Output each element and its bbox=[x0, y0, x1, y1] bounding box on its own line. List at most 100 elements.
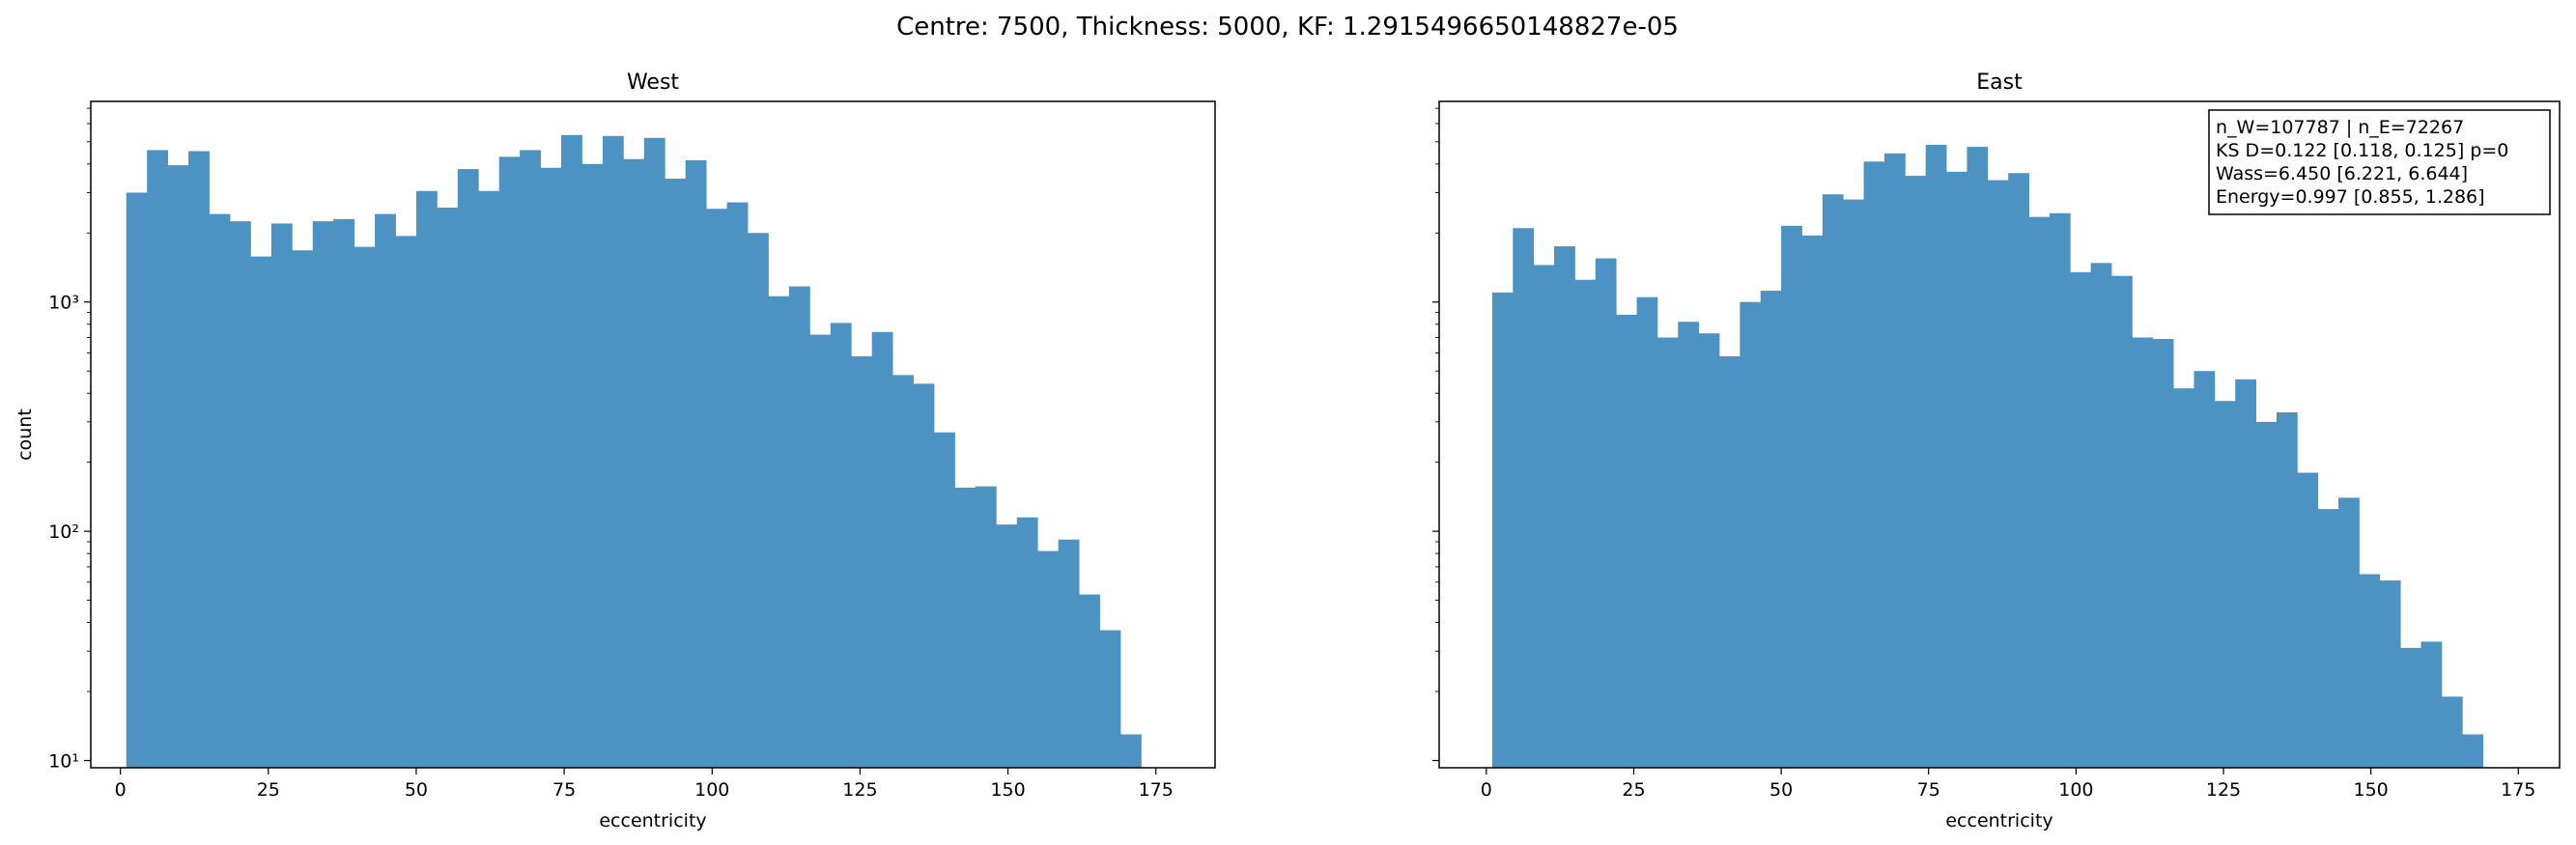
west-bar bbox=[830, 323, 852, 768]
east-bar bbox=[1574, 279, 1597, 768]
east-bar bbox=[1595, 258, 1617, 768]
figure-suptitle: Centre: 7500, Thickness: 5000, KF: 1.291… bbox=[896, 13, 1679, 42]
east-bar bbox=[1925, 144, 1947, 768]
east-bar bbox=[1801, 235, 1824, 768]
west-bar bbox=[871, 331, 893, 768]
east-bar bbox=[2214, 401, 2236, 768]
west-bar bbox=[395, 236, 417, 768]
east-x-tick-label: 25 bbox=[1622, 779, 1645, 801]
west-bar bbox=[913, 383, 935, 768]
west-bar bbox=[312, 221, 334, 768]
east-bars bbox=[1491, 144, 2484, 769]
west-y-tick-label: 10³ bbox=[48, 293, 79, 314]
east-x-tick-label: 125 bbox=[2206, 779, 2241, 801]
east-bar bbox=[1513, 228, 1535, 769]
west-bar bbox=[602, 135, 624, 769]
east-bar bbox=[2338, 497, 2360, 768]
west-bar bbox=[270, 223, 293, 768]
west-bar bbox=[540, 167, 562, 768]
west-bar bbox=[147, 150, 169, 768]
east-bar bbox=[2049, 212, 2071, 768]
east-bar bbox=[2420, 641, 2443, 768]
east-x-tick-label: 175 bbox=[2501, 779, 2535, 801]
west-bars bbox=[126, 134, 1142, 769]
west-xlabel: eccentricity bbox=[599, 810, 706, 831]
east-bar bbox=[2235, 379, 2256, 768]
east-bar bbox=[1843, 199, 1864, 768]
stats-line-energy: Energy=0.997 [0.855, 1.286] bbox=[2216, 186, 2485, 208]
stats-annotation-box: n_W=107787 | n_E=72267 KS D=0.122 [0.118… bbox=[2208, 109, 2551, 215]
west-bar bbox=[809, 334, 832, 768]
east-bar bbox=[2297, 472, 2319, 768]
west-y-axis: 10¹ 10² 10³ bbox=[48, 107, 91, 773]
east-bar bbox=[2462, 734, 2484, 768]
west-x-tick-label: 25 bbox=[257, 779, 280, 801]
east-x-tick-label: 50 bbox=[1769, 779, 1793, 801]
west-bar bbox=[478, 190, 500, 768]
west-bar bbox=[437, 208, 459, 768]
east-bar bbox=[2090, 263, 2112, 768]
east-x-tick-label: 100 bbox=[2058, 779, 2093, 801]
west-x-tick-label: 0 bbox=[115, 779, 127, 801]
west-x-tick-label: 50 bbox=[405, 779, 428, 801]
west-bar bbox=[498, 156, 521, 769]
east-xlabel: eccentricity bbox=[1945, 810, 2052, 831]
west-bar bbox=[333, 218, 355, 769]
west-bar bbox=[1058, 539, 1080, 768]
east-bar bbox=[2152, 338, 2174, 768]
east-bar bbox=[2028, 216, 2051, 768]
west-bar bbox=[354, 246, 376, 768]
east-bar bbox=[1822, 194, 1844, 768]
east-bar bbox=[1719, 355, 1741, 768]
west-x-tick-label: 150 bbox=[990, 779, 1025, 801]
east-bar bbox=[1491, 292, 1514, 768]
west-bar bbox=[706, 209, 727, 769]
west-bar bbox=[748, 233, 769, 768]
east-x-tick-label: 75 bbox=[1917, 779, 1940, 801]
west-ylabel: count bbox=[14, 408, 36, 461]
east-bar bbox=[1740, 301, 1762, 768]
east-bar bbox=[2400, 647, 2421, 768]
west-bar bbox=[209, 213, 231, 768]
east-bar bbox=[2008, 173, 2029, 768]
east-bar bbox=[2173, 388, 2194, 768]
east-bar bbox=[1636, 296, 1658, 768]
west-bar bbox=[954, 487, 977, 768]
stats-line-ks: KS D=0.122 [0.118, 0.125] p=0 bbox=[2216, 140, 2508, 161]
west-bar bbox=[167, 165, 189, 769]
east-bar bbox=[2441, 696, 2463, 768]
west-bar bbox=[561, 134, 582, 768]
west-x-tick-label: 75 bbox=[552, 779, 576, 801]
east-y-axis bbox=[1432, 107, 1439, 762]
east-bar bbox=[1533, 265, 1555, 768]
east-bar bbox=[1781, 225, 1802, 768]
east-bar bbox=[2194, 371, 2216, 768]
east-bar bbox=[2111, 275, 2133, 768]
east-bar bbox=[2359, 574, 2381, 768]
west-panel: West 0 25 50 75 100 125 150 175 10¹ 10² 10³ eccen… bbox=[14, 70, 1216, 831]
west-bar bbox=[581, 163, 604, 768]
east-bar bbox=[1656, 337, 1679, 768]
east-bar bbox=[1760, 291, 1782, 768]
west-x-tick-label: 125 bbox=[842, 779, 877, 801]
west-bar bbox=[934, 432, 955, 768]
stats-annotation-frame bbox=[2208, 109, 2551, 215]
east-bar bbox=[1905, 176, 1927, 769]
west-x-tick-label: 100 bbox=[694, 779, 729, 801]
west-bar bbox=[665, 179, 687, 768]
east-bar bbox=[1883, 153, 1906, 768]
west-y-tick-label: 10² bbox=[48, 521, 79, 543]
west-bar bbox=[250, 256, 272, 768]
west-bar bbox=[1016, 517, 1038, 768]
west-plot-frame bbox=[90, 100, 1216, 769]
west-bar bbox=[685, 160, 707, 768]
east-bar bbox=[2276, 412, 2298, 768]
west-bar bbox=[126, 192, 148, 769]
east-bar bbox=[1863, 161, 1885, 768]
east-bar bbox=[1678, 322, 1700, 768]
east-bar bbox=[2379, 580, 2401, 768]
east-bar bbox=[1616, 314, 1637, 768]
west-bar bbox=[188, 151, 210, 768]
west-bar bbox=[1079, 594, 1100, 768]
